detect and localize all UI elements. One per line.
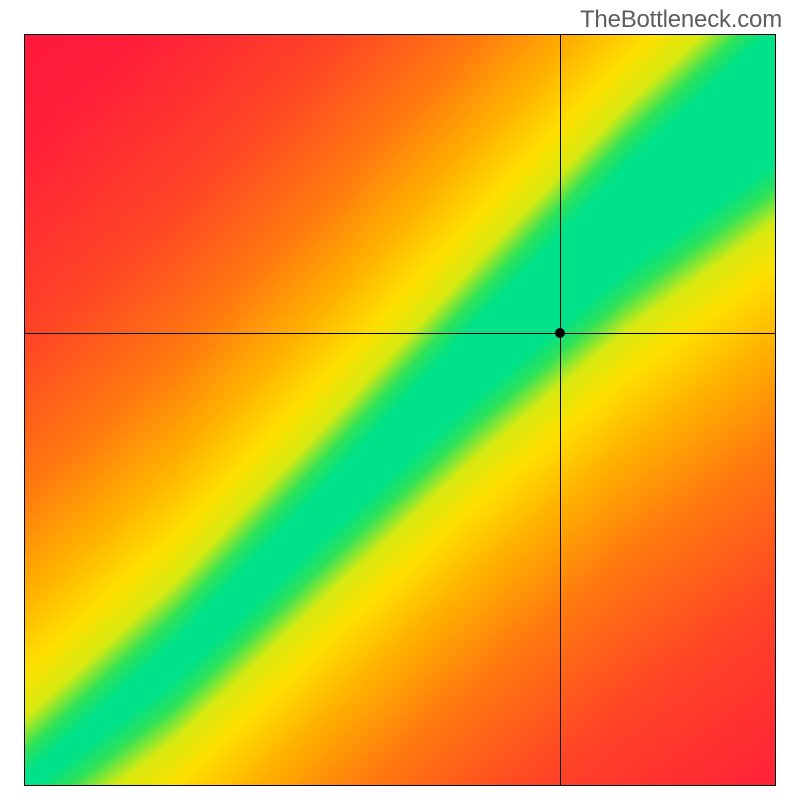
heatmap-canvas xyxy=(25,35,775,785)
watermark-text: TheBottleneck.com xyxy=(580,6,782,34)
bottleneck-heatmap xyxy=(24,34,776,786)
